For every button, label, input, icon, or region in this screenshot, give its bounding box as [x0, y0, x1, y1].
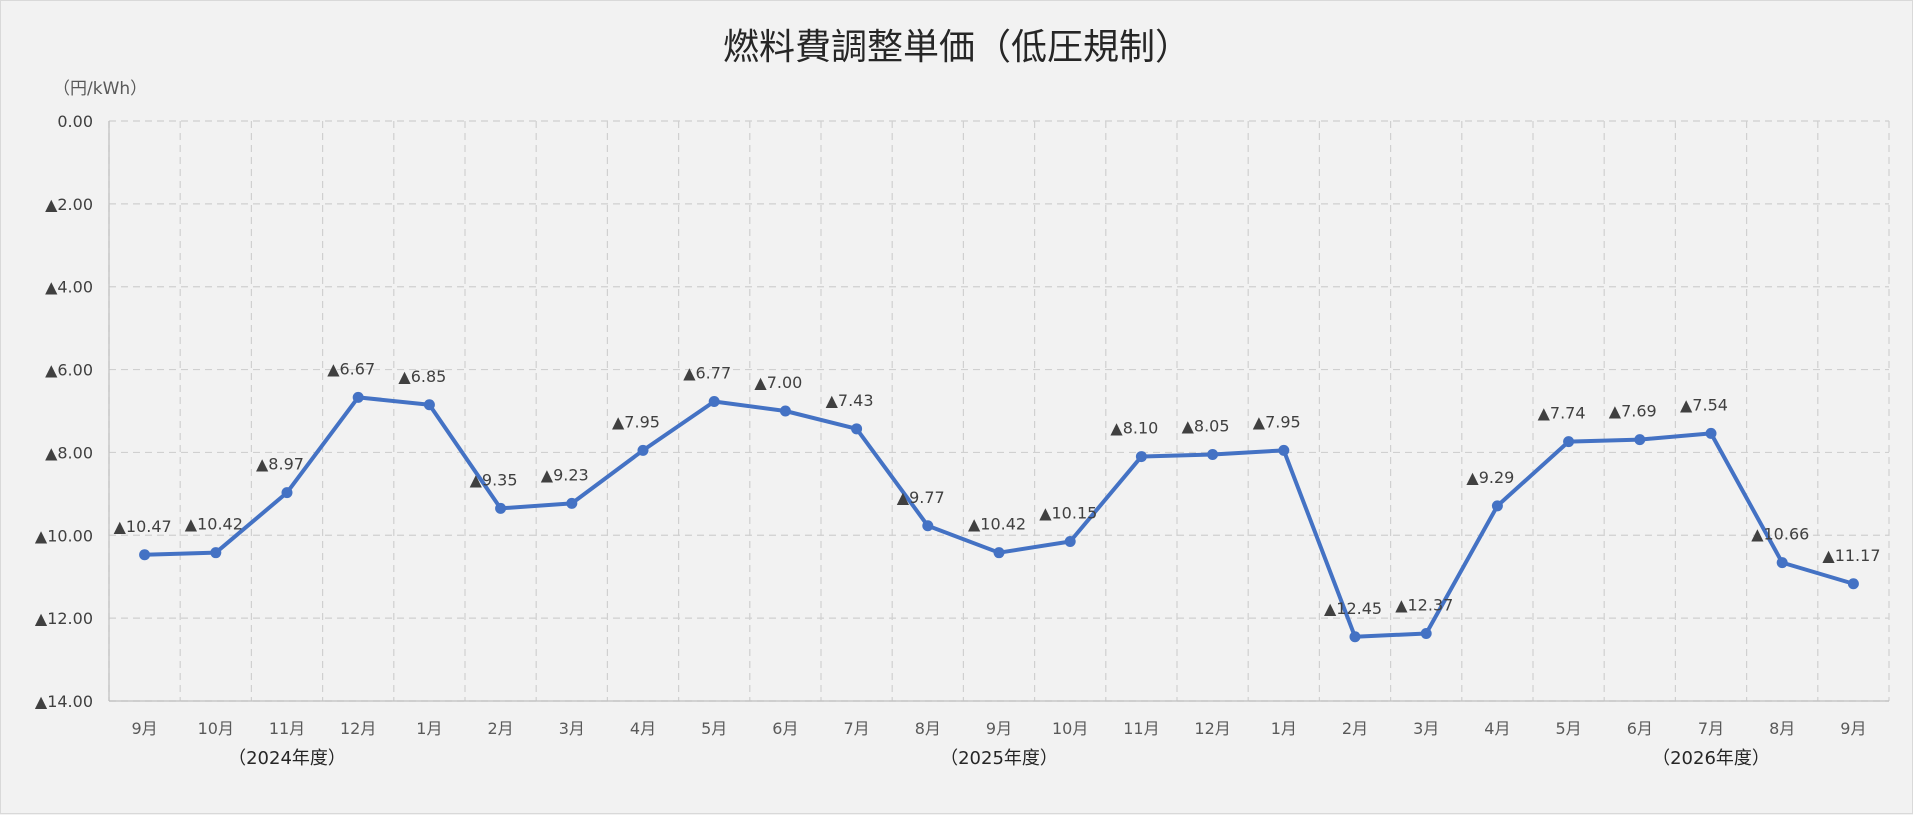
data-point [922, 520, 934, 532]
data-point [708, 395, 720, 407]
data-point [1064, 536, 1076, 547]
data-point [1491, 500, 1503, 512]
data-series [139, 391, 1859, 643]
x-tick-label: 7月 [1698, 719, 1724, 738]
x-tick-label: 5月 [701, 719, 727, 738]
x-tick-label: 9月 [1840, 719, 1866, 738]
data-point [566, 497, 578, 509]
x-tick-label: 11月 [269, 719, 305, 738]
data-point [210, 547, 222, 559]
x-tick-label: 2月 [1342, 719, 1368, 738]
x-tick-label: 3月 [1413, 719, 1439, 738]
y-tick-label: ▲6.00 [45, 361, 93, 380]
fiscal-year-labels: （2024年度） （2025年度） （2026年度） [228, 748, 1770, 769]
data-point [1207, 449, 1219, 460]
x-tick-label: 5月 [1556, 719, 1582, 738]
data-point [281, 487, 293, 499]
data-label: ▲6.67 [327, 359, 375, 378]
data-label: ▲9.29 [1466, 468, 1514, 487]
gridlines [108, 120, 1890, 702]
x-tick-label: 12月 [340, 719, 376, 738]
x-tick-label: 3月 [559, 719, 585, 738]
data-label: ▲12.37 [1395, 595, 1453, 614]
x-tick-label: 1月 [416, 719, 442, 738]
data-point [1349, 631, 1361, 643]
y-tick-label: ▲2.00 [45, 195, 93, 214]
x-tick-label: 12月 [1194, 719, 1230, 738]
data-label: ▲7.00 [754, 373, 802, 392]
x-tick-label: 4月 [1484, 719, 1510, 738]
data-point [139, 549, 151, 561]
fiscal-year-label: （2026年度） [1652, 748, 1770, 769]
y-axis-unit-label: （円/kWh） [53, 79, 147, 99]
x-tick-label: 10月 [198, 719, 234, 738]
data-label: ▲11.17 [1822, 546, 1880, 565]
data-label: ▲10.42 [185, 515, 243, 534]
data-label: ▲7.69 [1609, 402, 1657, 421]
data-label: ▲7.43 [826, 391, 874, 410]
x-tick-label: 11月 [1123, 719, 1159, 738]
data-point [423, 399, 435, 411]
data-point [495, 502, 507, 514]
x-tick-label: 8月 [1769, 719, 1795, 738]
data-point [779, 405, 791, 417]
data-labels: ▲10.47 ▲10.42 ▲8.97 ▲6.67 ▲6.85 ▲9.35 ▲9.23 ▲7.… [114, 359, 1881, 617]
data-label: ▲7.95 [1253, 412, 1301, 431]
x-tick-label: 1月 [1271, 719, 1297, 738]
y-tick-label: ▲8.00 [45, 443, 93, 462]
data-label: ▲6.85 [398, 367, 446, 386]
x-tick-label: 6月 [1627, 719, 1653, 738]
data-point [1135, 451, 1147, 463]
data-label: ▲9.77 [897, 488, 945, 507]
data-label: ▲9.23 [541, 465, 589, 484]
x-tick-label: 2月 [488, 719, 514, 738]
fiscal-year-label: （2024年度） [228, 748, 346, 769]
data-point [637, 444, 649, 456]
x-tick-label: 4月 [630, 719, 656, 738]
chart-title: 燃料費調整単価（低圧規制） [723, 27, 1191, 68]
data-point [993, 547, 1005, 559]
data-label: ▲10.66 [1751, 525, 1809, 544]
x-tick-label: 10月 [1052, 719, 1088, 738]
data-label: ▲7.54 [1680, 395, 1728, 414]
y-axis-tick-labels: 0.00 ▲2.00 ▲4.00 ▲6.00 ▲8.00 ▲10.00 ▲12.00 ▲14.… [35, 112, 93, 711]
x-tick-label: 9月 [132, 719, 158, 738]
data-point [1420, 627, 1432, 639]
data-point [1847, 578, 1859, 590]
y-tick-label: ▲10.00 [35, 526, 93, 545]
data-label: ▲12.45 [1324, 599, 1382, 618]
data-label: ▲10.47 [114, 517, 172, 536]
data-label: ▲10.42 [968, 515, 1026, 534]
data-label: ▲6.77 [683, 363, 731, 382]
data-point [1634, 434, 1646, 446]
data-point [1563, 436, 1575, 448]
x-tick-label: 6月 [772, 719, 798, 738]
y-tick-label: 0.00 [57, 112, 93, 131]
x-tick-label: 9月 [986, 719, 1012, 738]
data-point [1705, 427, 1717, 439]
fiscal-year-label: （2025年度） [940, 748, 1058, 769]
data-label: ▲8.10 [1110, 419, 1158, 438]
y-tick-label: ▲14.00 [35, 692, 93, 711]
x-axis-tick-labels: 9月 10月 11月 12月 1月 2月 3月 4月 5月 6月 7月 8月 9月 10月 11月 12月 1月… [132, 719, 1867, 738]
x-tick-label: 8月 [915, 719, 941, 738]
y-tick-label: ▲12.00 [35, 609, 93, 628]
data-point [851, 423, 863, 435]
data-point [1278, 444, 1290, 456]
data-label: ▲8.97 [256, 455, 304, 474]
data-label: ▲7.95 [612, 412, 660, 431]
data-point [352, 391, 364, 403]
data-label: ▲8.05 [1182, 417, 1230, 436]
axes [108, 121, 1889, 702]
data-label: ▲9.35 [470, 470, 518, 489]
data-label: ▲10.15 [1039, 504, 1097, 523]
y-tick-label: ▲4.00 [45, 278, 93, 297]
x-tick-label: 7月 [844, 719, 870, 738]
data-point [1776, 557, 1788, 569]
data-label: ▲7.74 [1538, 404, 1586, 423]
